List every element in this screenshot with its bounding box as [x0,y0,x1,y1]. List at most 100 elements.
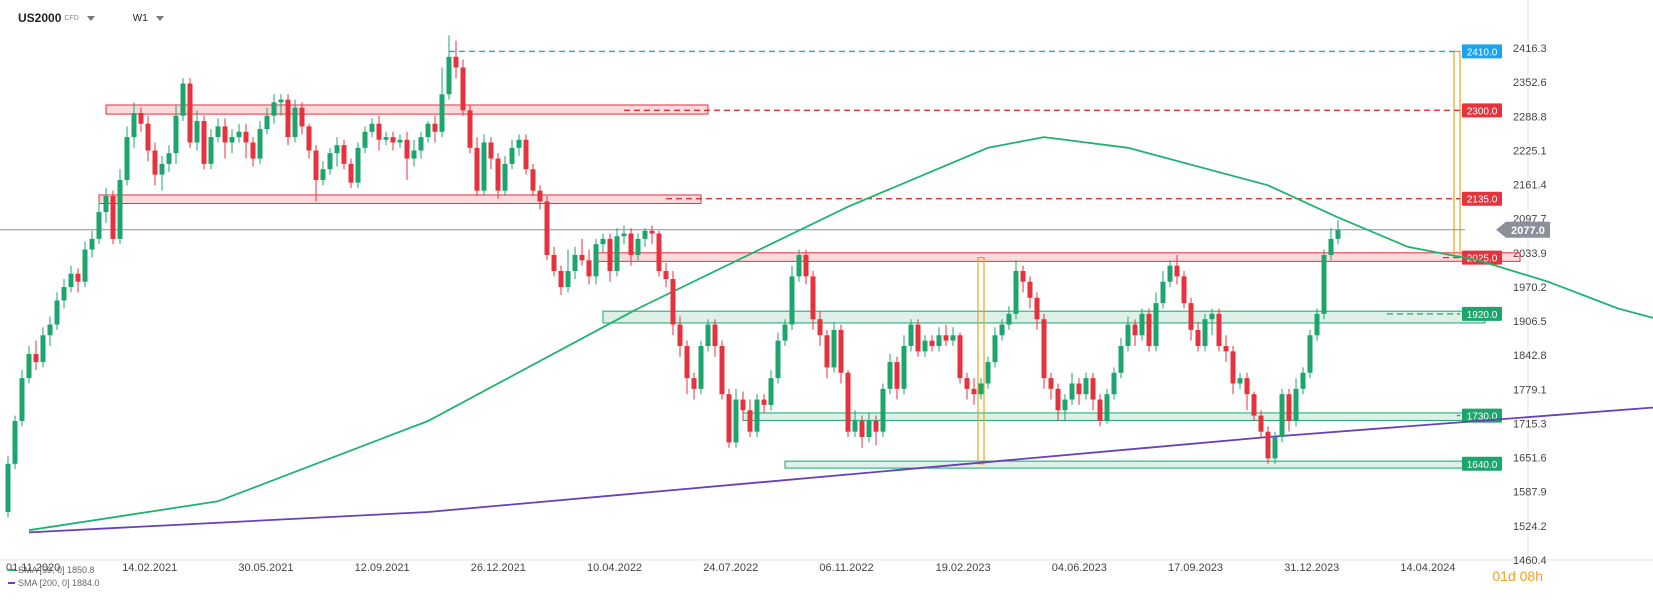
candle-body [817,319,823,336]
candle-body [1104,394,1110,421]
candle-body [929,340,935,346]
x-tick-label: 17.09.2023 [1168,562,1223,574]
level-label-box [1462,250,1502,265]
x-tick-label: 30.05.2021 [238,562,293,574]
candle-body [1062,399,1068,411]
candle-body [614,236,620,272]
candle-body [1321,254,1327,314]
candle-body [138,113,144,124]
candle-body [831,329,837,368]
candle-body [1139,313,1145,336]
zone-support [784,460,1486,469]
candle-body [1041,319,1047,379]
candle-body [747,410,753,432]
candle-body [992,335,998,363]
candle-body [390,137,396,143]
y-tick-label: 2352.6 [1513,77,1547,89]
candle-body [985,362,991,384]
candle-body [383,137,389,140]
level-label: 2410.0 [1467,47,1498,58]
candle-body [208,137,214,164]
candle-body [411,150,417,159]
candle-body [936,335,942,346]
x-tick-label: 31.12.2023 [1284,562,1339,574]
candle-body [187,83,193,143]
zone-resistance [105,104,709,115]
candle-body [495,158,501,191]
candle-body [299,107,305,127]
y-tick-label: 2225.1 [1513,145,1547,157]
header: US2000 CFD W1 [18,10,164,26]
candle-body [432,123,438,132]
candle-body [236,131,242,138]
candle-body [607,238,613,272]
symbol-type-label: CFD [64,14,79,22]
candle-body [1097,399,1103,421]
candle-body [1237,378,1243,384]
level-label: 1920.0 [1467,310,1498,321]
symbol-dropdown-icon[interactable] [86,15,95,21]
candle-body [957,335,963,379]
candle-body [1223,345,1229,352]
candle-body [1027,281,1033,298]
x-tick-label: 01.11.2020 [6,562,60,574]
y-tick-label: 1651.6 [1513,453,1547,465]
candle-body [600,238,606,245]
candle-body [789,276,795,325]
measure-bar [977,257,985,465]
candle-body [278,99,284,103]
y-tick-label: 1842.8 [1513,350,1547,362]
current-price-label: 2077.0 [1511,225,1545,237]
x-tick-label: 26.12.2021 [471,562,526,574]
candle-body [999,324,1005,336]
candle-body [194,121,200,143]
current-price-box [1496,221,1550,238]
candle-body [292,107,298,138]
candle-body [880,388,886,432]
candle-body [663,271,669,280]
legend-sma200-label: SMA [200, 0] 1884.0 [18,578,100,588]
candle-body [355,147,361,183]
sma200-swatch-icon [8,582,15,584]
timeframe-dropdown-icon[interactable] [155,15,164,21]
candle-body [894,362,900,389]
level-label-box [1462,103,1502,118]
y-tick-label: 1524.2 [1513,521,1547,533]
candle-body [1216,313,1222,346]
candle-body [628,233,634,255]
y-tick-label: 2288.8 [1513,111,1547,123]
candle-body [40,335,46,363]
candle-body [1230,351,1236,384]
y-tick-label: 1587.9 [1513,487,1547,499]
candle-body [656,233,662,272]
candle-body [852,420,858,432]
candle-body [712,324,718,346]
candle-body [313,150,319,180]
candle-body [1244,378,1250,395]
candle-body [257,129,263,159]
legend-sma50[interactable]: SMA [50, 0] 1850.8 [8,565,95,575]
legend-sma200[interactable]: SMA [200, 0] 1884.0 [8,578,100,588]
candle-body [124,137,130,180]
candle-body [698,345,704,389]
level-label-box [1462,191,1502,206]
candle-body [1265,431,1271,459]
candle-body [1167,265,1173,282]
candle-body [166,153,172,164]
candle-body [243,131,249,143]
candle-body [264,115,270,130]
x-tick-label: 19.02.2023 [936,562,991,574]
candle-body [761,399,767,405]
candle-body [334,145,340,154]
candle-body [1188,303,1194,330]
candle-body [418,137,424,151]
candle-body [1083,378,1089,395]
candle-body [110,196,116,239]
candle-body [558,271,564,288]
candle-body [425,123,431,138]
candle-body [1335,229,1341,239]
candle-body [691,378,697,389]
candle-body [565,271,571,288]
x-tick-label: 06.11.2022 [819,562,873,574]
